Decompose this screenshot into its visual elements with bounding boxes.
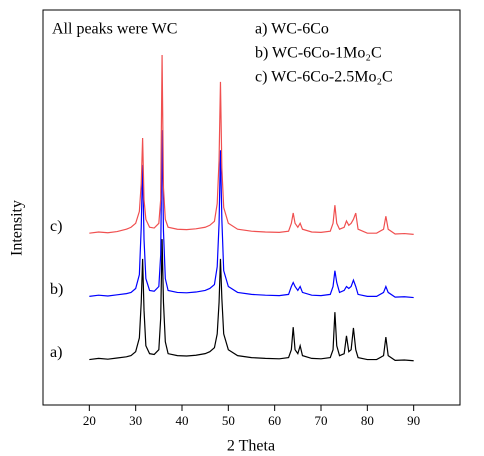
x-tick-label: 20 bbox=[83, 413, 96, 428]
x-tick-label: 70 bbox=[315, 413, 328, 428]
xrd-line bbox=[89, 130, 414, 299]
annotation: All peaks were WC bbox=[52, 21, 177, 38]
series-tag: b) bbox=[50, 281, 63, 298]
series-tag: a) bbox=[50, 344, 62, 361]
legend-entry: a) WC-6Co bbox=[255, 21, 329, 38]
x-tick-label: 50 bbox=[222, 413, 235, 428]
x-tick-label: 40 bbox=[176, 413, 189, 428]
x-tick-label: 60 bbox=[268, 413, 281, 428]
legend-entry: c) WC-6Co-2.5Mo₂C bbox=[255, 69, 393, 86]
xrd-line bbox=[89, 239, 414, 362]
plot-frame bbox=[42, 9, 461, 406]
xrd-line bbox=[89, 55, 414, 235]
legend-entry: b) WC-6Co-1Mo₂C bbox=[255, 45, 382, 62]
x-tick-label: 80 bbox=[361, 413, 374, 428]
series-tag: c) bbox=[50, 218, 62, 235]
x-tick-label: 90 bbox=[407, 413, 420, 428]
y-axis-label: Intensity bbox=[9, 200, 26, 256]
x-axis-label: 2 Theta bbox=[227, 438, 275, 455]
x-tick-label: 30 bbox=[129, 413, 142, 428]
